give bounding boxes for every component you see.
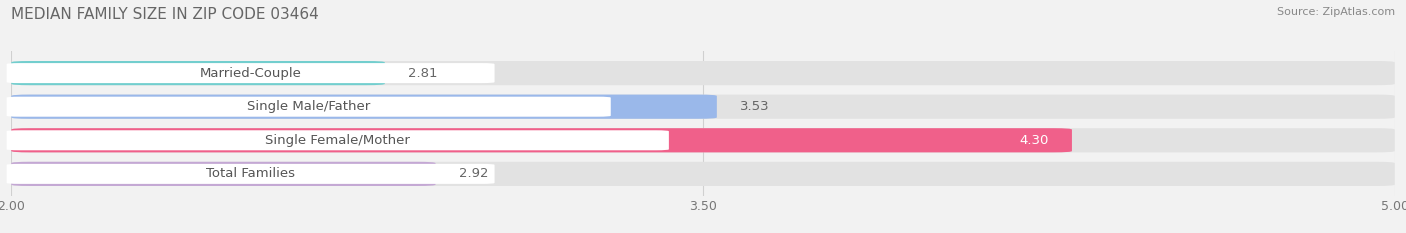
Text: 2.81: 2.81 [408,67,437,80]
Text: Single Female/Mother: Single Female/Mother [266,134,411,147]
Text: 4.30: 4.30 [1019,134,1049,147]
Text: MEDIAN FAMILY SIZE IN ZIP CODE 03464: MEDIAN FAMILY SIZE IN ZIP CODE 03464 [11,7,319,22]
Text: Source: ZipAtlas.com: Source: ZipAtlas.com [1277,7,1395,17]
FancyBboxPatch shape [7,63,495,83]
FancyBboxPatch shape [7,130,669,150]
Text: 3.53: 3.53 [740,100,769,113]
FancyBboxPatch shape [11,95,1395,119]
Text: Single Male/Father: Single Male/Father [247,100,370,113]
FancyBboxPatch shape [11,128,1395,152]
Text: Married-Couple: Married-Couple [200,67,301,80]
FancyBboxPatch shape [7,164,495,184]
FancyBboxPatch shape [11,61,385,85]
Text: Total Families: Total Families [207,167,295,180]
FancyBboxPatch shape [11,61,1395,85]
FancyBboxPatch shape [11,162,436,186]
FancyBboxPatch shape [7,97,610,117]
Text: 2.92: 2.92 [458,167,488,180]
FancyBboxPatch shape [11,162,1395,186]
FancyBboxPatch shape [11,95,717,119]
FancyBboxPatch shape [11,128,1071,152]
